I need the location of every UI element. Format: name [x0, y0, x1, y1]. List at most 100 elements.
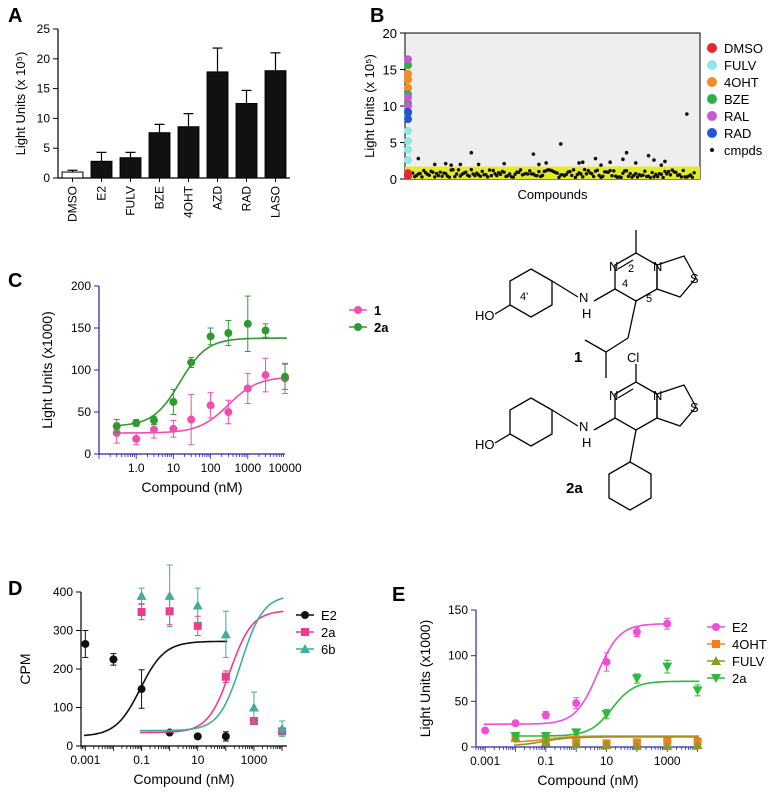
control-point — [404, 171, 412, 180]
data-point — [571, 739, 582, 749]
y-axis-label: Light Units (x1000) — [417, 620, 433, 738]
y-tick-label: 0 — [84, 447, 91, 461]
legend-label: BZE — [724, 92, 750, 107]
y-axis-label: Light Units (x 10⁵) — [362, 54, 377, 158]
legend-marker — [711, 656, 721, 665]
data-point — [137, 608, 146, 617]
data-point — [541, 711, 550, 720]
compound-point — [668, 173, 673, 177]
data-point — [137, 685, 146, 694]
y-tick-label: 25 — [37, 22, 51, 36]
data-point — [662, 662, 673, 672]
legend-label: RAD — [724, 126, 751, 141]
y-tick-label: 0 — [66, 739, 73, 753]
data-point — [206, 401, 215, 410]
compound-point — [568, 169, 572, 174]
bar — [264, 70, 287, 179]
data-point — [601, 710, 612, 720]
thiophene-ring — [656, 255, 697, 298]
data-point — [540, 732, 551, 742]
x-axis-label: Compound (nM) — [133, 771, 234, 787]
y-tick-label: 200 — [53, 662, 73, 676]
legend-marker — [301, 628, 309, 636]
compound-point — [480, 169, 484, 174]
control-point — [404, 107, 412, 116]
control-point — [404, 75, 412, 84]
compound-point — [440, 174, 444, 178]
compound-point — [646, 153, 651, 158]
fit-curve — [83, 640, 228, 737]
compound-point — [432, 162, 437, 167]
compound-point — [584, 172, 589, 176]
legend-label: 1 — [374, 303, 381, 318]
compound-point — [674, 170, 678, 175]
compound-point — [517, 170, 521, 175]
amine-bond — [593, 288, 616, 302]
compound-point — [595, 168, 600, 173]
phenol-ring — [509, 268, 553, 318]
compound-point — [422, 168, 426, 173]
compound-point — [663, 169, 667, 174]
compound-point — [528, 169, 532, 173]
control-point — [404, 93, 412, 102]
legend-label: cmpds — [724, 143, 763, 158]
compound-point — [456, 168, 461, 172]
compound-point — [577, 161, 581, 165]
compound-point — [586, 168, 590, 173]
compound-point — [610, 173, 614, 178]
x-tick-label: AZD — [211, 186, 225, 210]
x-tick-label: E2 — [95, 186, 109, 201]
x-tick-label: 0.001 — [70, 753, 100, 767]
compound-point — [559, 142, 563, 146]
compound-point — [464, 170, 468, 174]
compound-point — [469, 167, 473, 172]
bar — [119, 157, 142, 179]
y-axis-label: Light Units (x 10⁵) — [13, 52, 28, 156]
legend-marker — [707, 60, 717, 70]
x-tick-label: LASO — [269, 186, 283, 218]
compound-point — [537, 162, 541, 167]
compound-point — [453, 174, 457, 179]
structure-2a-labels: Cl N N N H S HO 2a — [475, 350, 699, 497]
legend-marker — [301, 611, 309, 619]
legend-marker — [707, 111, 717, 121]
position-label: 2 — [628, 263, 634, 275]
compound-point — [416, 156, 421, 161]
atom-ho: HO — [475, 437, 495, 452]
compound-point — [590, 172, 594, 176]
compound-point — [458, 162, 463, 167]
x-tick-label: 100 — [201, 461, 221, 475]
compound-point — [628, 171, 632, 176]
x-tick-label: 0.1 — [133, 753, 150, 767]
fit-curve — [140, 597, 284, 732]
data-point — [571, 728, 582, 738]
legend-marker — [710, 148, 714, 152]
control-point — [404, 102, 412, 110]
compound-point — [454, 172, 459, 176]
atom-n: N — [653, 388, 662, 403]
compound-point — [498, 172, 503, 177]
y-tick-label: 100 — [71, 363, 91, 377]
compound-point — [621, 157, 625, 162]
data-point — [692, 740, 703, 750]
y-tick-label: 50 — [78, 405, 92, 419]
chart-e: 0 50 100 150 0.001 0.1 10 1000 Compound (nM) Ligh… — [417, 603, 767, 788]
x-tick-label: RAD — [240, 186, 254, 212]
x-tick-label: 1000 — [241, 753, 268, 767]
data-point — [631, 741, 642, 751]
legend-marker — [712, 623, 720, 631]
y-tick-label: 0 — [43, 171, 50, 185]
compound-point — [535, 173, 539, 178]
plot-area — [404, 32, 701, 180]
compound-label: 1 — [574, 349, 582, 366]
atom-n: N — [579, 290, 588, 305]
y-tick-label: 50 — [455, 694, 469, 708]
compound-point — [502, 161, 506, 166]
data-point — [221, 732, 230, 741]
control-point — [404, 115, 412, 124]
x-axis-label: Compound (nM) — [537, 772, 638, 788]
control-point — [404, 61, 412, 70]
y-axis-label: CPM — [17, 653, 33, 684]
bar — [148, 132, 171, 179]
